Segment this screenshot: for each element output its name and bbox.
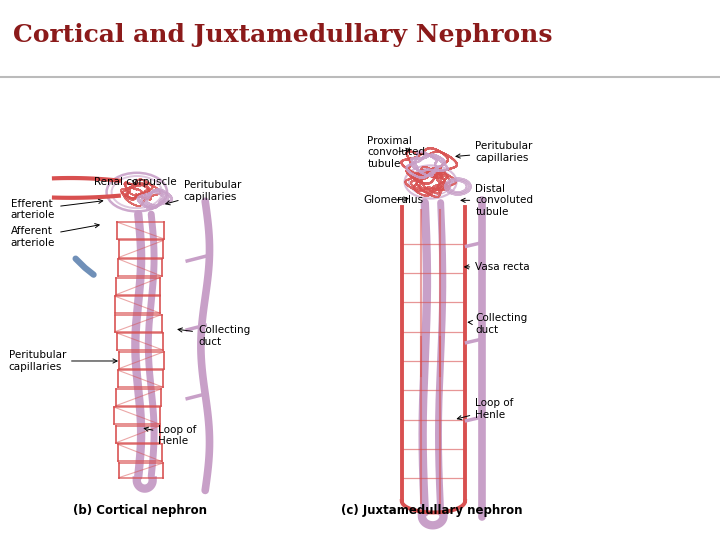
Text: Vasa recta: Vasa recta <box>464 262 530 272</box>
Text: Collecting
duct: Collecting duct <box>178 325 251 347</box>
Text: (c) Juxtamedullary nephron: (c) Juxtamedullary nephron <box>341 504 523 517</box>
Text: Peritubular
capillaries: Peritubular capillaries <box>166 180 241 205</box>
Text: Collecting
duct: Collecting duct <box>468 313 528 335</box>
Text: Loop of
Henle: Loop of Henle <box>457 399 513 420</box>
Text: Glomerulus: Glomerulus <box>364 195 424 205</box>
Text: Peritubular
capillaries: Peritubular capillaries <box>456 141 533 163</box>
Text: Renal corpuscle: Renal corpuscle <box>94 177 176 187</box>
Text: Efferent
arteriole: Efferent arteriole <box>11 199 103 220</box>
Text: Cortical and Juxtamedullary Nephrons: Cortical and Juxtamedullary Nephrons <box>13 23 552 47</box>
Text: (b) Cortical nephron: (b) Cortical nephron <box>73 504 207 517</box>
Text: Peritubular
capillaries: Peritubular capillaries <box>9 350 117 372</box>
Text: Loop of
Henle: Loop of Henle <box>144 424 197 446</box>
Text: Proximal
convoluted
tubule: Proximal convoluted tubule <box>367 136 426 168</box>
Text: Distal
convoluted
tubule: Distal convoluted tubule <box>461 184 534 217</box>
Text: Afferent
arteriole: Afferent arteriole <box>11 224 99 248</box>
